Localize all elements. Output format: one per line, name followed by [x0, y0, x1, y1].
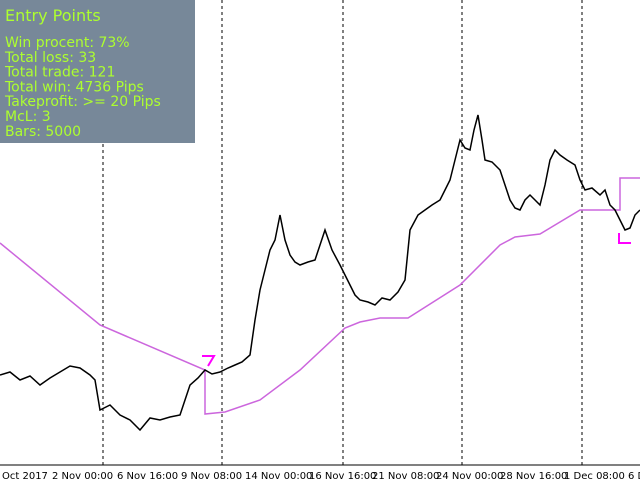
panel-line: Total trade: 121 [4, 65, 115, 81]
time-label: 14 Nov 00:00 [245, 471, 312, 480]
info-panel [0, 0, 195, 143]
panel-line: Bars: 5000 [5, 124, 81, 140]
time-label: 9 Nov 08:00 [181, 471, 242, 480]
panel-line: Takeprofit: >= 20 Pips [4, 94, 161, 110]
time-label: 1 Dec 08:00 [564, 471, 625, 480]
time-labels: Oct 2017 2 Nov 00:00 6 Nov 16:00 9 Nov 08:0… [2, 471, 640, 480]
time-label: 21 Nov 08:00 [372, 471, 439, 480]
time-label: 28 Nov 16:00 [500, 471, 567, 480]
time-label: 6 Nov 16:00 [117, 471, 178, 480]
panel-line: Total win: 4736 Pips [4, 79, 144, 95]
price-candles [0, 114, 640, 432]
panel-line: Total loss: 33 [4, 50, 96, 66]
panel-line: McL: 3 [5, 109, 51, 125]
entry-markers [202, 233, 631, 367]
panel-line: Win procent: 73% [5, 35, 130, 51]
panel-title: Entry Points [5, 6, 101, 25]
time-label: Oct 2017 [2, 471, 48, 480]
time-label: 24 Nov 00:00 [436, 471, 503, 480]
time-label: 2 Nov 00:00 [52, 471, 113, 480]
time-label: 16 Nov 16:00 [309, 471, 376, 480]
moving-average [0, 177, 640, 415]
time-label: 6 D [628, 471, 640, 480]
